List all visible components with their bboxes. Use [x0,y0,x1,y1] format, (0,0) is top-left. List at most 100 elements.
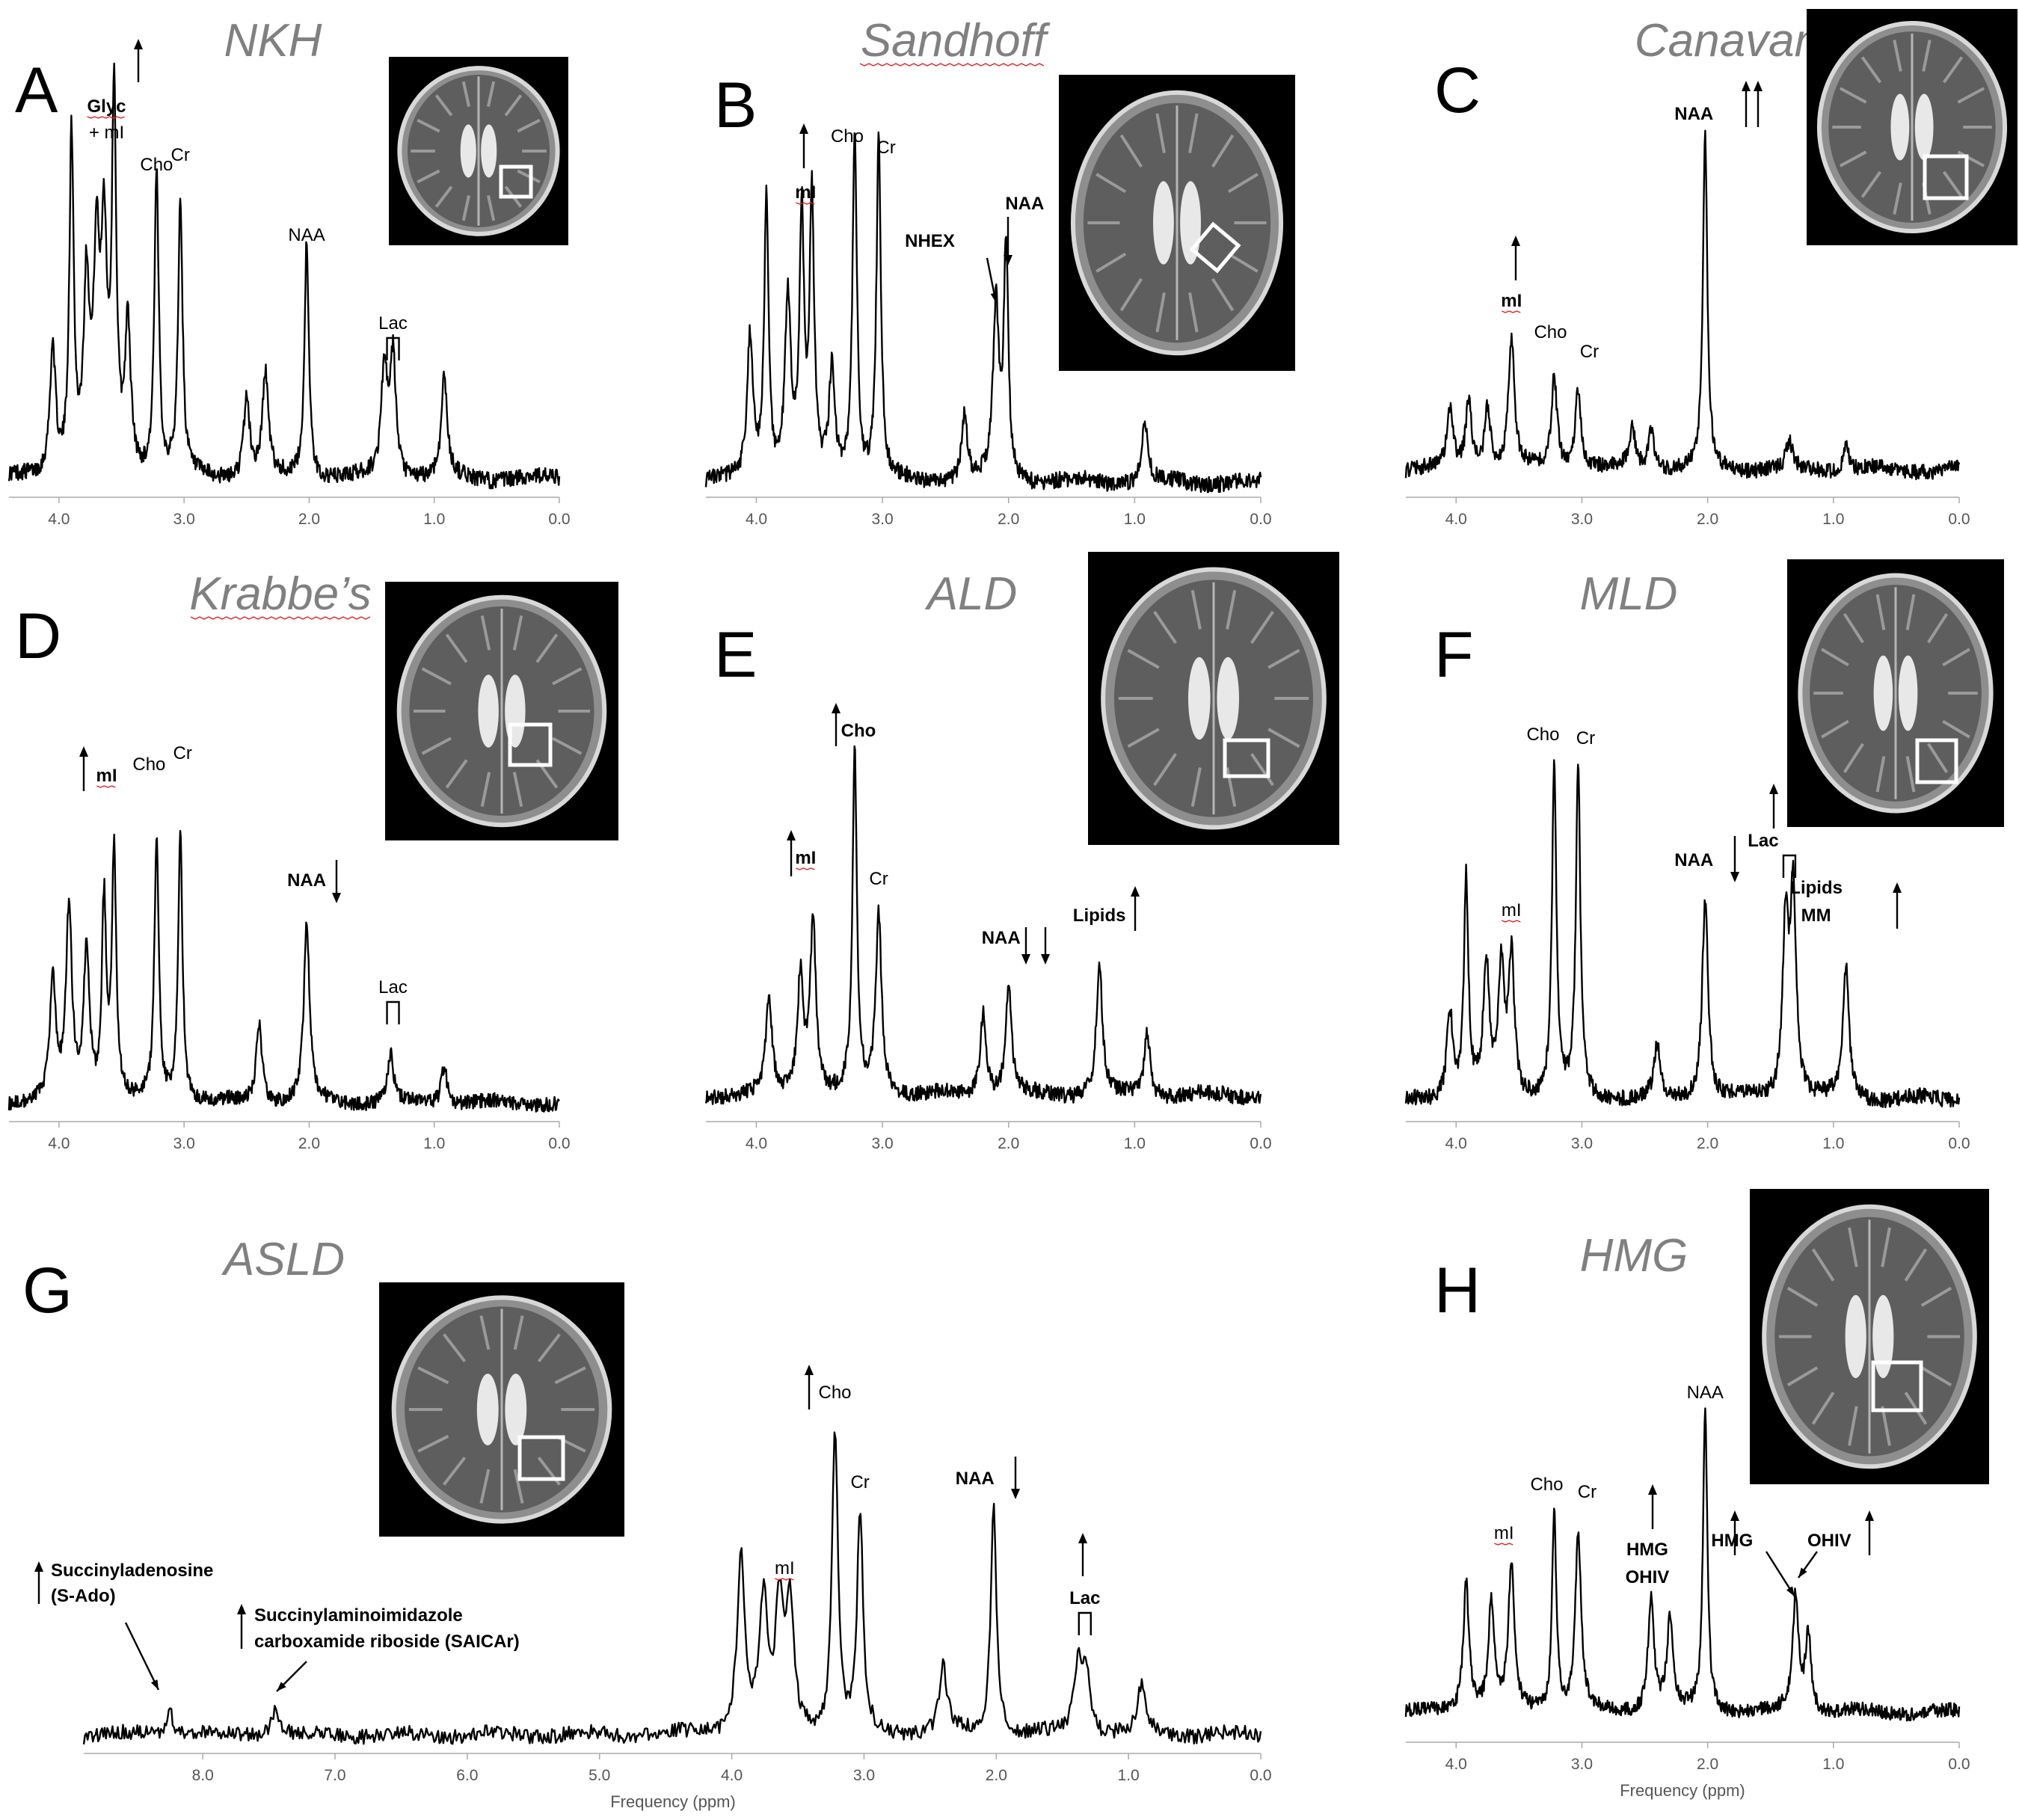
peak-label-text: Cr [1576,728,1595,748]
sulcus-line [1860,170,1882,198]
voxel-roi [1915,738,1958,784]
tick-label: 2.0 [998,511,1019,528]
tick-label: 3.0 [1571,511,1593,528]
x-axis: 4.0 3.0 2.0 1.0 0.0 [9,1121,571,1152]
panel-letter: B [714,70,757,141]
sulcus-line [1942,56,1964,84]
sulcus-line [1920,1366,1952,1387]
voxel-roi [1923,154,1969,200]
peak-label-text: mI [775,1558,795,1578]
sulcus-line [552,737,583,755]
sulcus-line [445,633,468,663]
peak-label-text: NHEX [905,231,955,251]
peak-label-text: Cho [140,155,173,175]
sulcus-line [434,185,453,208]
ventricle-left [478,674,499,748]
peak-label-lac: Lac [1069,1533,1100,1635]
arrowhead-up-icon [805,1365,814,1375]
peak-label-text: NAA [956,1469,995,1489]
ventricle-left [1845,1294,1866,1379]
ventricle-left [1187,657,1211,740]
tick-label: 2.0 [298,511,320,528]
sulcus-line [1860,56,1882,84]
peak-label-cr: Cr [876,138,895,158]
sulcus-line [1905,756,1916,793]
tick-label: 0.0 [1250,511,1271,528]
sulcus-line [517,118,541,133]
peak-label-text: mI [1502,900,1522,920]
sulcus-line [486,195,496,221]
pointer-arrowhead-icon [990,292,998,303]
peak-label-text: OHIV [1626,1567,1670,1587]
peak-label-naa: NAA [956,1457,1020,1499]
peak-label-text: Glyc [87,96,126,117]
peak-label-text: carboxamide riboside (SAICAr) [254,1632,520,1652]
sulcus-line [1153,610,1177,644]
peak-label-lipids: Lipids [1789,878,1902,929]
peak-label-nhex: NHEX [905,231,998,304]
voxel-roi [1223,738,1270,778]
disease-title: NKH [224,15,322,67]
sulcus-line [1893,40,1902,72]
peak-label-text: Cr [876,138,895,158]
tick-label: 1.0 [1124,1135,1146,1152]
peak-label-text: Cr [850,1472,869,1492]
arrowhead-up-icon [237,1604,246,1614]
spellcheck-underline [1502,920,1521,923]
tick-label: 4.0 [721,1767,743,1784]
peak-label-cr: Cr [1576,728,1595,748]
arrowhead-up-icon [1754,81,1763,91]
ventricle-right [1217,657,1240,740]
tick-label: 2.0 [1697,1756,1718,1773]
mri-inset [1750,1189,1989,1484]
mri-inset [389,57,568,245]
peak-label-text: Succinyladenosine [51,1561,213,1581]
peak-label-naa: NAA [287,860,341,903]
sulcus-line [1786,1366,1819,1387]
peak-label-glyc: Glyc [87,39,143,119]
peak-label-text: MM [1801,906,1831,926]
peak-label-text: + mI [89,123,124,143]
peak-label-text: mI [795,848,816,868]
peak-label-mi: mI [1502,900,1522,923]
voxel-roi [508,722,553,767]
sulcus-line [1811,1392,1835,1425]
peak-label-sado: Succinyladenosine [34,1561,213,1691]
peak-label-cho: Cho [1534,322,1567,342]
peak-label-text: mI [795,182,816,203]
peak-label-text: NAA [287,870,326,891]
sulcus-line [1904,1248,1928,1282]
ventricle-left [1890,93,1910,161]
panel-letter: C [1434,55,1481,126]
sulcus-line [417,118,440,133]
sulcus-line [1250,610,1274,644]
tick-label: 1.0 [1822,1756,1844,1773]
disease-title: MLD [1580,568,1678,620]
panel-h: H HMG 4.0 3.0 2.0 1.0 0.0 Frequency (ppm) NAA Cho… [1404,1189,1989,1800]
peak-label-mi: mI [1494,1523,1514,1546]
ventricle-right [1898,655,1918,731]
peak-label-text: HMG [1711,1531,1753,1551]
peak-label-naa: NAA [982,927,1050,965]
sulcus-line [443,1457,467,1486]
tick-label: 1.0 [1822,511,1844,528]
peak-label-text: Succinylaminoimidazole [254,1605,463,1626]
arrowhead-down-icon [1011,1489,1020,1499]
peak-label-cr: Cr [869,869,888,889]
disease-title: ASLD [221,1234,345,1285]
sulcus-line [1227,173,1259,194]
tick-label: 0.0 [548,511,570,528]
sulcus-line [1095,252,1127,273]
sulcus-line [461,81,471,107]
peak-label-cho: Cho [140,155,173,175]
panel-e: E ALD 4.0 3.0 2.0 1.0 0.0 Cho mI Cr NAA Lipids [704,552,1339,1152]
tick-label: 0.0 [1250,1767,1271,1784]
sulcus-line [1119,134,1143,168]
x-axis: 4.0 3.0 2.0 1.0 0.0 [1406,1121,1970,1152]
sulcus-line [1267,728,1300,748]
sulcus-line [421,737,452,755]
spectrum-trace [704,131,1262,494]
sulcus-line [1250,753,1274,787]
tick-label: 0.0 [1948,1756,1970,1773]
ventricle-left [1873,655,1893,731]
